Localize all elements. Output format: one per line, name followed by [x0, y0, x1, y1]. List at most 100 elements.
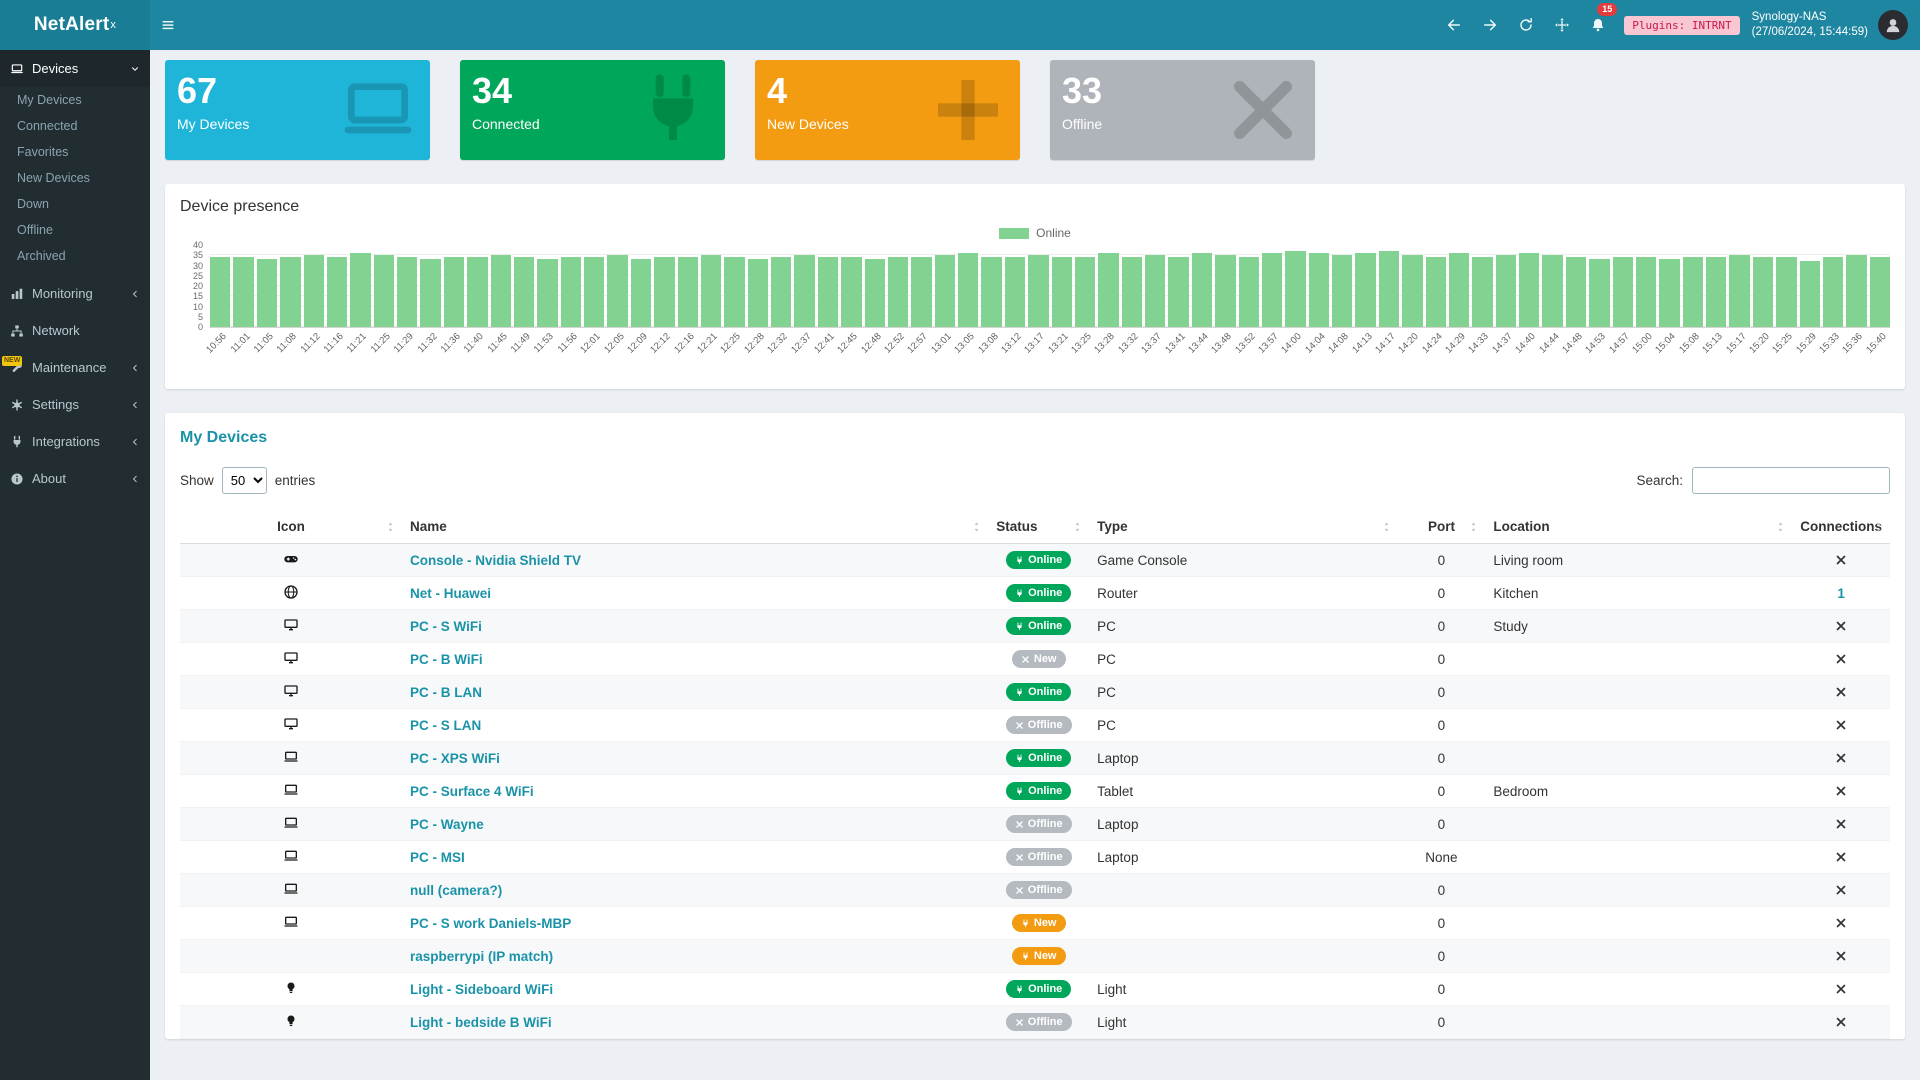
sidebar-subitem-favorites[interactable]: Favorites — [17, 145, 69, 159]
stat-card-new-devices[interactable]: 4 New Devices — [755, 60, 1020, 160]
delete-connection-button[interactable] — [1832, 683, 1850, 701]
sidebar-item-settings[interactable]: Settings — [0, 386, 150, 423]
device-presence-panel: Device presence Online 0 5 10 15 20 25 30 35 40 … — [165, 184, 1905, 389]
device-name-link[interactable]: PC - S LAN — [410, 717, 482, 733]
column-header-name[interactable]: Name — [402, 510, 989, 544]
sort-icon[interactable] — [1071, 520, 1084, 533]
sidebar-subitem-down[interactable]: Down — [17, 197, 49, 211]
device-name-link[interactable]: Light - Sideboard WiFi — [410, 981, 554, 997]
sidebar-subitem-new-devices[interactable]: New Devices — [17, 171, 90, 185]
device-name-link[interactable]: PC - B WiFi — [410, 651, 483, 667]
delete-connection-button[interactable] — [1832, 947, 1850, 965]
sidebar-item-monitoring[interactable]: Monitoring — [0, 275, 150, 312]
device-type: Light — [1089, 1005, 1398, 1039]
device-name-link[interactable]: null (camera?) — [410, 882, 503, 898]
stat-card-offline[interactable]: 33 Offline — [1050, 60, 1315, 160]
user-icon — [1883, 15, 1903, 35]
device-location — [1485, 939, 1793, 973]
delete-connection-button[interactable] — [1832, 782, 1850, 800]
chart-legend[interactable]: Online — [180, 226, 1890, 240]
sidebar-subitem-connected[interactable]: Connected — [17, 119, 78, 133]
sidebar-subitem-my-devices[interactable]: My Devices — [17, 93, 82, 107]
sidebar-item-devices[interactable]: Devices — [0, 50, 150, 87]
nav-back-button[interactable] — [1436, 0, 1472, 50]
x-tick-label: 11:45 — [485, 331, 510, 356]
arrow-left-icon — [1446, 17, 1462, 33]
device-name-link[interactable]: Light - bedside B WiFi — [410, 1014, 552, 1030]
delete-connection-button[interactable] — [1832, 914, 1850, 932]
sort-icon[interactable] — [1774, 520, 1787, 533]
device-name-link[interactable]: PC - S WiFi — [410, 618, 482, 634]
column-header-location[interactable]: Location — [1485, 510, 1793, 544]
device-name-link[interactable]: raspberrypi (IP match) — [410, 948, 554, 964]
my-devices-title: My Devices — [180, 429, 268, 446]
x-tick-label: 14:37 — [1490, 331, 1515, 356]
status-badge: New — [1011, 946, 1066, 966]
sort-icon[interactable] — [1467, 520, 1480, 533]
page-length-select[interactable]: 50 — [221, 467, 267, 494]
device-name-link[interactable]: PC - Surface 4 WiFi — [410, 783, 534, 799]
delete-connection-button[interactable] — [1832, 650, 1850, 668]
x-tick-label: 12:57 — [905, 331, 931, 356]
device-name-link[interactable]: PC - S work Daniels-MBP — [410, 915, 572, 931]
column-header-type[interactable]: Type — [1089, 510, 1398, 544]
presence-bar — [1402, 245, 1423, 327]
presence-bar — [724, 245, 745, 327]
plugins-status-badge[interactable]: Plugins: INTRNT — [1624, 15, 1740, 35]
delete-connection-button[interactable] — [1832, 848, 1850, 866]
column-header-status[interactable]: Status — [988, 510, 1090, 544]
search-input[interactable] — [1692, 467, 1890, 494]
sort-icon[interactable] — [384, 520, 397, 533]
column-header-connections[interactable]: Connections — [1792, 510, 1890, 544]
sidebar-subitem-offline[interactable]: Offline — [17, 223, 53, 237]
x-tick-label: 11:40 — [462, 331, 487, 356]
sidebar-item-about[interactable]: About — [0, 460, 150, 497]
x-tick-label: 13:57 — [1256, 331, 1281, 356]
laptop-icon — [283, 782, 299, 798]
delete-connection-button[interactable] — [1832, 1013, 1850, 1031]
delete-connection-button[interactable] — [1832, 980, 1850, 998]
device-name-link[interactable]: Console - Nvidia Shield TV — [410, 552, 582, 568]
device-name-link[interactable]: PC - MSI — [410, 849, 465, 865]
sort-icon[interactable] — [1872, 520, 1885, 533]
device-location: Bedroom — [1485, 774, 1793, 808]
sidebar-item-network[interactable]: Network — [0, 312, 150, 349]
refresh-button[interactable] — [1508, 0, 1544, 50]
connections-count-link[interactable]: 1 — [1837, 585, 1845, 601]
app-logo[interactable]: NetAlert x — [0, 0, 150, 50]
sort-icon[interactable] — [1380, 520, 1393, 533]
device-name-link[interactable]: PC - XPS WiFi — [410, 750, 500, 766]
arrow-right-icon — [1482, 17, 1498, 33]
nav-forward-button[interactable] — [1472, 0, 1508, 50]
stat-card-my-devices[interactable]: 67 My Devices — [165, 60, 430, 160]
x-tick: 12:45 — [836, 331, 861, 377]
stat-card-connected[interactable]: 34 Connected — [460, 60, 725, 160]
device-name-link[interactable]: PC - B LAN — [410, 684, 483, 700]
delete-connection-button[interactable] — [1832, 617, 1850, 635]
device-port: 0 — [1397, 576, 1486, 610]
column-header-icon[interactable]: Icon — [180, 510, 403, 544]
notifications-button[interactable]: 15 — [1580, 0, 1618, 50]
delete-connection-button[interactable] — [1832, 551, 1850, 569]
laptop-icon — [283, 848, 299, 864]
sidebar-toggle-button[interactable] — [150, 0, 186, 50]
presence-bar — [233, 245, 254, 327]
device-port: 0 — [1397, 807, 1486, 841]
delete-connection-button[interactable] — [1832, 815, 1850, 833]
move-widgets-button[interactable] — [1544, 0, 1580, 50]
column-header-port[interactable]: Port — [1397, 510, 1486, 544]
delete-connection-button[interactable] — [1832, 716, 1850, 734]
delete-connection-button[interactable] — [1832, 749, 1850, 767]
delete-connection-button[interactable] — [1832, 881, 1850, 899]
sort-icon[interactable] — [970, 520, 983, 533]
device-name-link[interactable]: PC - Wayne — [410, 816, 484, 832]
sidebar-subitem-archived[interactable]: Archived — [17, 249, 66, 263]
sidebar-item-integrations[interactable]: Integrations — [0, 423, 150, 460]
presence-bar — [326, 245, 348, 327]
device-location: Study — [1485, 609, 1793, 643]
device-location — [1485, 675, 1793, 709]
avatar[interactable] — [1878, 10, 1908, 40]
sidebar-item-maintenance[interactable]: NEW Maintenance — [0, 349, 150, 386]
device-name-link[interactable]: Net - Huawei — [410, 585, 492, 601]
device-location — [1485, 972, 1793, 1006]
